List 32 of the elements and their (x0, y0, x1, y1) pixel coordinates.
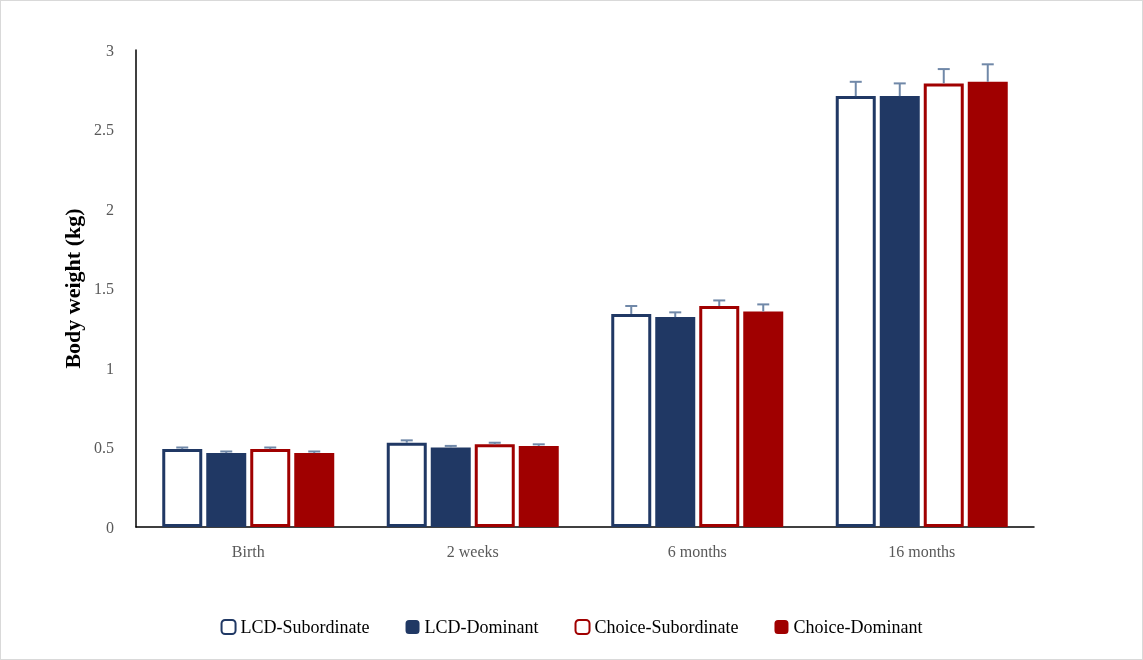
bar (474, 444, 515, 527)
y-tick-label: 0.5 (94, 439, 114, 456)
bar (743, 311, 784, 527)
bar (206, 453, 247, 527)
x-tick-label: 6 months (667, 542, 727, 560)
y-tick-label: 2.5 (94, 121, 114, 138)
bar (611, 313, 652, 527)
bar (294, 453, 335, 527)
x-tick-label: Birth (231, 542, 265, 560)
bar (430, 447, 471, 527)
bar (518, 445, 559, 527)
bar (162, 449, 203, 527)
y-tick-label: 0 (106, 518, 114, 536)
bar (835, 96, 876, 527)
legend-label: LCD-Subordinate (240, 617, 370, 637)
bar (699, 305, 740, 527)
bar (655, 317, 696, 527)
bar (967, 81, 1008, 527)
legend-label: Choice-Dominant (793, 617, 923, 637)
y-tick-label: 1 (106, 359, 114, 377)
bar (386, 442, 427, 527)
y-tick-label: 3 (106, 41, 114, 59)
y-axis-title: Body weight (kg) (59, 208, 85, 369)
y-tick-label: 2 (106, 200, 114, 218)
bar (250, 449, 291, 527)
y-tick-label: 1.5 (94, 280, 114, 297)
x-tick-label: 2 weeks (446, 542, 499, 560)
bar (923, 83, 964, 527)
legend-label: Choice-Subordinate (594, 617, 739, 637)
x-tick-label: 16 months (888, 542, 956, 560)
bar (879, 96, 920, 527)
legend-label: LCD-Dominant (424, 617, 539, 637)
